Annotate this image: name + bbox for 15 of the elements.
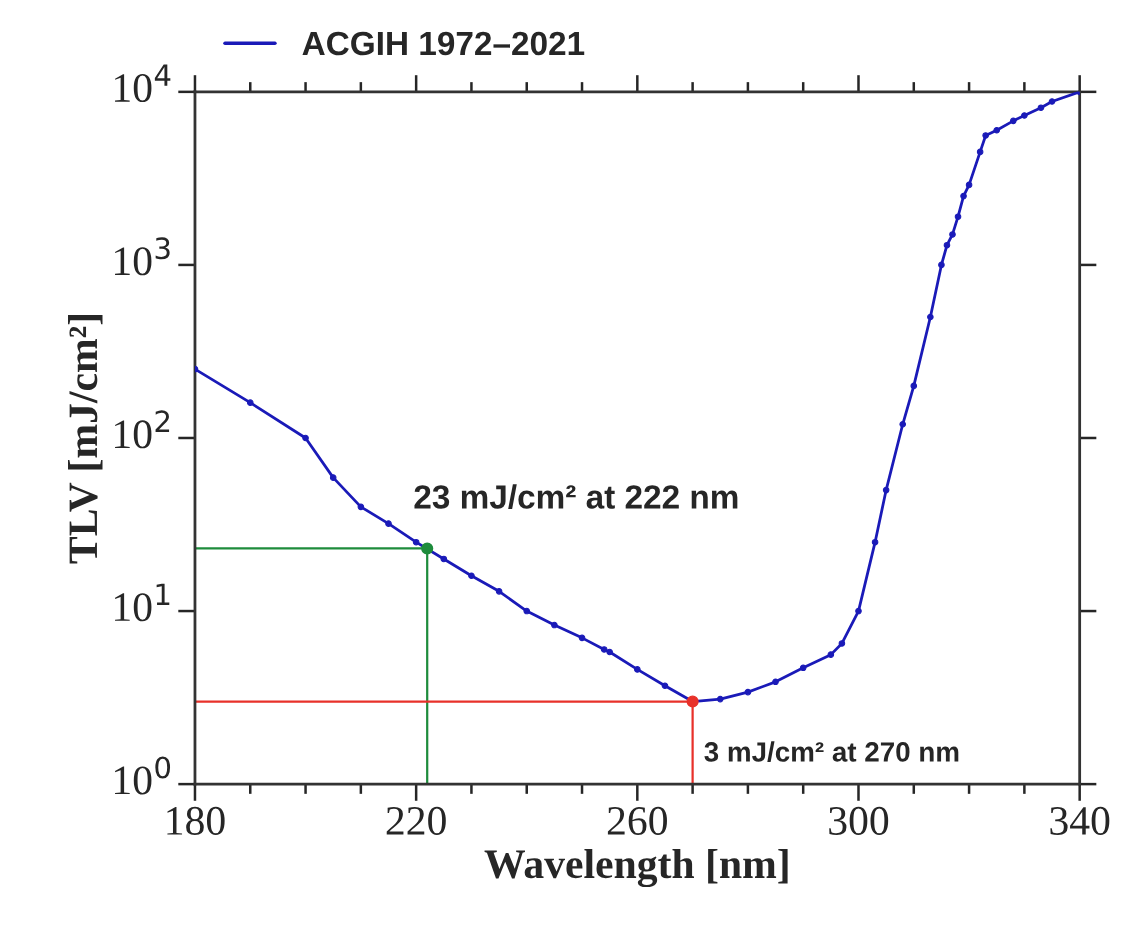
annotation: 3 mJ/cm² at 270 nm (704, 741, 959, 763)
x-tick-label: 260 (607, 806, 667, 835)
legend-label: ACGIH 1972–2021 (302, 31, 585, 56)
x-tick-label: 220 (386, 806, 446, 835)
annotation: 23 mJ/cm² at 222 nm (414, 484, 738, 510)
x-tick-label: 300 (829, 806, 889, 835)
y-tick-label: 10$^{1}$ (115, 583, 170, 622)
y-axis-title: TLV [mJ/cm²] (68, 315, 103, 564)
y-tick-label: 10$^{3}$ (115, 237, 170, 276)
x-axis-title: Wavelength [nm] (484, 848, 788, 888)
y-tick-label: 10$^{4}$ (115, 64, 171, 103)
y-tick-label: 10$^{2}$ (115, 410, 170, 449)
x-tick-label: 340 (1050, 806, 1110, 835)
y-tick-label: 10$^{0}$ (115, 756, 171, 795)
x-tick-label: 180 (167, 806, 225, 835)
